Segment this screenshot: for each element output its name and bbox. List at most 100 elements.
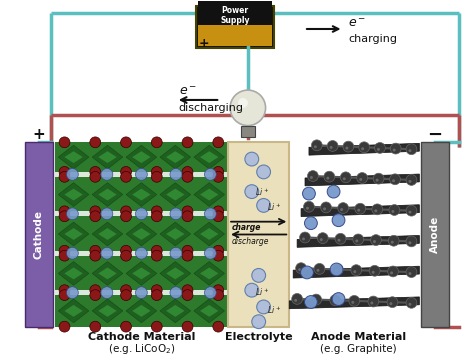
Text: +: + — [198, 37, 209, 50]
Circle shape — [337, 202, 348, 214]
Circle shape — [59, 206, 70, 217]
Circle shape — [90, 167, 100, 177]
Polygon shape — [132, 305, 151, 317]
Circle shape — [327, 185, 340, 198]
Circle shape — [361, 147, 364, 150]
Circle shape — [359, 178, 362, 181]
Polygon shape — [309, 143, 419, 155]
Circle shape — [406, 205, 417, 216]
Circle shape — [245, 185, 259, 199]
Polygon shape — [98, 305, 117, 317]
Circle shape — [120, 206, 131, 217]
Circle shape — [59, 245, 70, 256]
Circle shape — [151, 321, 162, 332]
Circle shape — [393, 149, 396, 151]
Polygon shape — [92, 183, 123, 206]
Circle shape — [213, 250, 224, 261]
Circle shape — [213, 285, 224, 295]
Polygon shape — [200, 189, 219, 200]
Circle shape — [59, 137, 70, 148]
Circle shape — [59, 250, 70, 261]
Circle shape — [388, 235, 399, 246]
Circle shape — [120, 321, 131, 332]
Polygon shape — [58, 299, 89, 323]
Circle shape — [306, 207, 309, 210]
Circle shape — [136, 287, 147, 299]
Text: $Li^+$: $Li^+$ — [255, 187, 269, 199]
Circle shape — [292, 293, 302, 304]
Circle shape — [335, 270, 338, 272]
Polygon shape — [301, 205, 419, 216]
Bar — [198, 1, 273, 25]
Circle shape — [257, 165, 271, 179]
Polygon shape — [126, 145, 156, 169]
Circle shape — [59, 171, 70, 182]
Bar — [198, 21, 273, 46]
Circle shape — [151, 137, 162, 148]
Circle shape — [302, 187, 315, 200]
Circle shape — [392, 210, 394, 213]
Polygon shape — [64, 228, 83, 240]
Circle shape — [182, 167, 193, 177]
Circle shape — [409, 149, 411, 152]
Circle shape — [204, 247, 216, 259]
Circle shape — [120, 290, 131, 300]
Circle shape — [406, 144, 417, 155]
Polygon shape — [200, 151, 219, 163]
Text: discharging: discharging — [179, 103, 244, 113]
Polygon shape — [132, 267, 151, 279]
Circle shape — [372, 271, 374, 274]
Circle shape — [332, 214, 345, 227]
Circle shape — [317, 269, 319, 272]
Polygon shape — [166, 151, 184, 163]
Circle shape — [409, 180, 411, 183]
Bar — [55, 172, 228, 177]
Circle shape — [370, 302, 374, 304]
Polygon shape — [194, 299, 225, 323]
Circle shape — [151, 211, 162, 222]
Bar — [228, 142, 289, 327]
Circle shape — [230, 90, 265, 126]
Circle shape — [390, 302, 392, 305]
Circle shape — [66, 208, 78, 220]
Polygon shape — [166, 305, 184, 317]
Bar — [196, 6, 274, 48]
Polygon shape — [58, 262, 89, 285]
Bar — [55, 251, 228, 256]
Circle shape — [317, 233, 328, 243]
Polygon shape — [297, 236, 419, 247]
Text: Anode: Anode — [430, 216, 440, 253]
Polygon shape — [132, 151, 151, 163]
Polygon shape — [194, 262, 225, 285]
Circle shape — [304, 217, 317, 229]
Circle shape — [170, 247, 182, 259]
Polygon shape — [166, 189, 184, 200]
Circle shape — [308, 171, 319, 181]
Circle shape — [406, 267, 417, 278]
Polygon shape — [160, 183, 191, 206]
Polygon shape — [160, 222, 191, 246]
Circle shape — [213, 206, 224, 217]
Circle shape — [213, 245, 224, 256]
Circle shape — [59, 290, 70, 300]
Polygon shape — [126, 222, 156, 246]
Text: $e^-$: $e^-$ — [179, 85, 197, 98]
Circle shape — [182, 285, 193, 295]
Circle shape — [182, 137, 193, 148]
Text: $e^-$: $e^-$ — [348, 17, 367, 29]
Circle shape — [252, 315, 265, 328]
Polygon shape — [194, 145, 225, 169]
Bar — [55, 142, 228, 172]
Circle shape — [90, 250, 100, 261]
Circle shape — [356, 239, 358, 242]
Circle shape — [136, 168, 147, 180]
Polygon shape — [98, 189, 117, 200]
Circle shape — [213, 171, 224, 182]
Circle shape — [101, 287, 113, 299]
Circle shape — [373, 240, 376, 243]
Circle shape — [324, 171, 335, 182]
Circle shape — [374, 209, 377, 212]
Circle shape — [90, 285, 100, 295]
Circle shape — [330, 263, 343, 276]
Polygon shape — [126, 183, 156, 206]
